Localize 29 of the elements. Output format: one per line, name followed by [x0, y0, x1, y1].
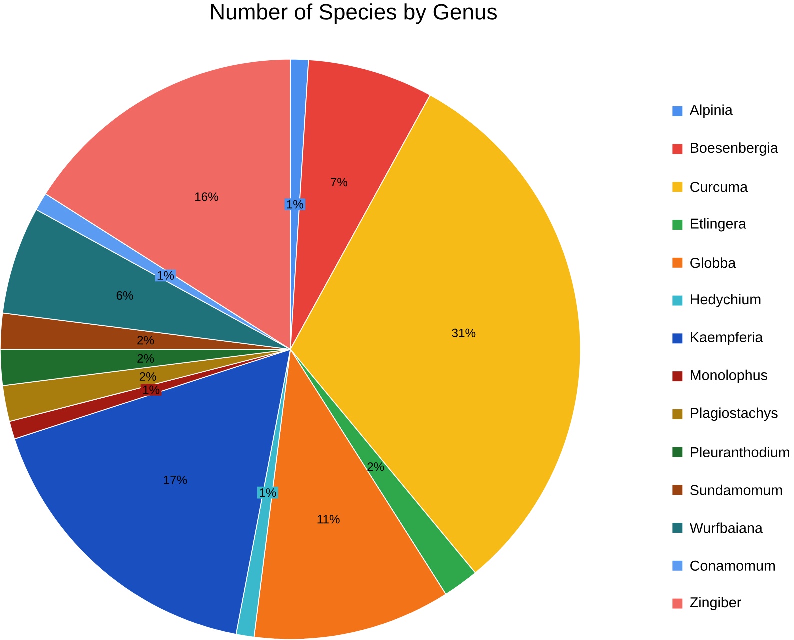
- legend-label: Zingiber: [690, 597, 742, 610]
- legend-label: Conamomum: [690, 560, 775, 571]
- data-label: 7%: [331, 178, 348, 187]
- data-label: 16%: [196, 192, 218, 202]
- data-label: 17%: [164, 476, 188, 484]
- legend-label: Wurfbaiana: [690, 522, 763, 534]
- legend-label: Pleuranthodium: [691, 446, 790, 458]
- legend-label: Etlingera: [691, 218, 746, 232]
- data-label: 6%: [116, 291, 134, 300]
- data-label: 2%: [368, 462, 384, 472]
- legend-label: Hedychium: [691, 294, 761, 308]
- legend-label: Curcuma: [690, 182, 748, 192]
- legend-label: Globba: [690, 258, 736, 268]
- data-label: 11%: [318, 515, 340, 524]
- data-label: 1%: [287, 200, 304, 209]
- legend-label: Boesenbergia: [691, 142, 778, 156]
- legend-label: Kaempferia: [691, 332, 764, 346]
- data-label: 1%: [158, 271, 174, 280]
- data-label: 31%: [452, 328, 476, 338]
- chart-title: Number of Species by Genus: [211, 4, 497, 24]
- legend-label: Alpinia: [690, 104, 733, 118]
- data-label: 2%: [138, 336, 154, 345]
- data-label: 2%: [140, 372, 156, 381]
- legend-label: Monolophus: [691, 370, 768, 384]
- legend-label: Sundamomum: [690, 484, 782, 496]
- legend-label: Plagiostachys: [691, 408, 778, 422]
- data-label: 1%: [143, 386, 160, 394]
- data-label: 2%: [138, 354, 154, 363]
- data-label: 1%: [260, 488, 276, 498]
